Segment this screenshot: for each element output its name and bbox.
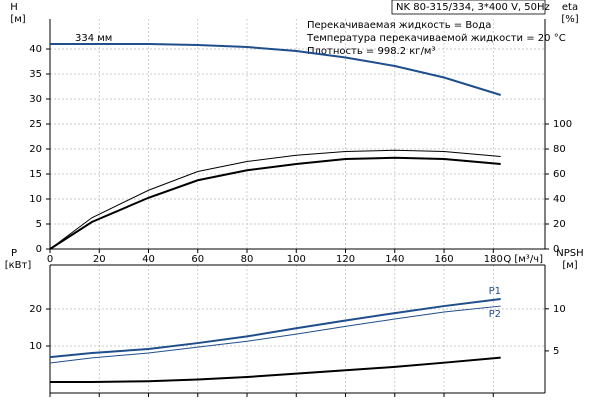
x-tick-label: 60	[191, 254, 204, 265]
info-box	[391, 0, 546, 15]
curve	[50, 356, 501, 384]
y2-axis-label: [м]	[562, 260, 577, 271]
x-tick-label: 40	[142, 254, 155, 265]
y-tick-label: 20	[29, 304, 42, 315]
y-tick-label: 40	[29, 44, 42, 55]
x-tick-label: 100	[287, 254, 306, 265]
y2-tick-label: 100	[553, 119, 572, 130]
x-tick-label: 160	[434, 254, 453, 265]
x-tick-label: 20	[93, 254, 106, 265]
y-axis-label: H	[10, 2, 18, 13]
y-tick-label: 25	[29, 119, 42, 130]
y-axis-label: [кВт]	[5, 260, 32, 271]
y-tick-label: 10	[29, 194, 42, 205]
y2-axis-label: [%]	[561, 14, 578, 25]
y2-tick-label: 10	[553, 304, 566, 315]
y-tick-label: 5	[36, 219, 42, 230]
annotation: Перекачиваемая жидкость = Вода	[307, 20, 491, 31]
y2-tick-label: 0	[553, 244, 559, 255]
y-tick-label: 15	[29, 169, 42, 180]
curve	[49, 298, 501, 359]
y-tick-label: 10	[29, 341, 42, 352]
y2-tick-label: 40	[553, 194, 566, 205]
y-tick-label: 30	[29, 94, 42, 105]
x-axis-label: Q [м³/ч]	[503, 254, 543, 265]
y2-axis-label: eta	[562, 2, 578, 13]
annotation: Температура перекачиваемой жидкости = 20…	[306, 33, 566, 44]
x-tick-label: 140	[385, 254, 404, 265]
y-tick-label: 35	[29, 69, 42, 80]
y-tick-label: 0	[36, 244, 42, 255]
curve	[49, 156, 501, 250]
x-tick-label: 0	[47, 254, 53, 265]
y-axis-label: [м]	[10, 14, 25, 25]
x-tick-label: 180	[484, 254, 503, 265]
y2-tick-label: 80	[553, 144, 566, 155]
y2-axis-label: NPSH	[556, 248, 583, 259]
annotation: 334 мм	[75, 33, 112, 44]
series-label: P1	[489, 286, 501, 297]
x-tick-label: 80	[241, 254, 254, 265]
annotation: Плотность = 998.2 кг/м³	[307, 46, 436, 57]
chart-title: NK 80-315/334, 3*400 V, 50Hz	[396, 2, 550, 13]
y-tick-label: 20	[29, 144, 42, 155]
x-tick-label: 120	[336, 254, 355, 265]
y2-tick-label: 20	[553, 219, 566, 230]
curve	[49, 149, 501, 250]
curve	[49, 305, 501, 364]
curve	[50, 43, 501, 96]
series-label: P2	[489, 309, 501, 320]
y2-tick-label: 5	[553, 346, 559, 357]
y2-tick-label: 60	[553, 169, 566, 180]
y-axis-label: P	[11, 248, 17, 259]
